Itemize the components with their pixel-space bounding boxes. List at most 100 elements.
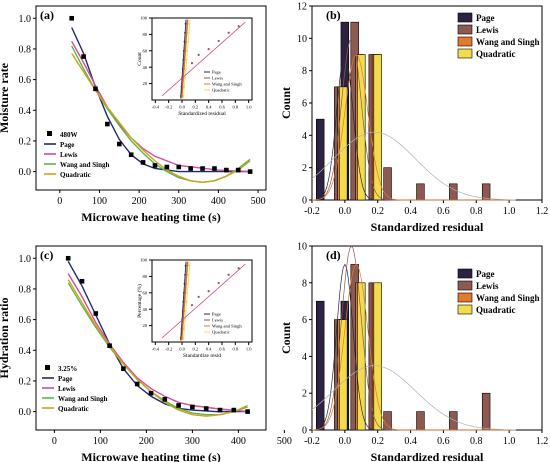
data-point [116,141,122,147]
bar [383,167,392,201]
inset-point [182,337,185,339]
inset-point [207,48,210,51]
inset-point [188,264,191,267]
x-tick-label: 1.0 [503,436,516,447]
inset-y-tick-label: 100 [140,16,148,21]
legend-label: Wang and Singh [476,293,540,303]
data-point [176,403,181,408]
inset-point [183,309,186,312]
data-point [245,409,250,414]
data-point [69,15,74,21]
x-tick-label: 0 [57,196,62,207]
panel-b: -0.2 0.0 0.2 0.4 0.6 0.8 1.0 1.2 0 2 4 6 8 10 12 (b) Sta… [279,2,548,235]
inset-point [190,304,194,307]
inset-point [197,53,200,57]
inset-y-tick-label: 60 [143,48,148,53]
legend-label: Page [60,141,74,149]
legend-label: Lewis [60,151,78,159]
inset-legend-label: Lewis [212,76,223,81]
legend-label: Wang and Singh [60,161,110,169]
x-tick-label: 200 [139,436,154,447]
inset-point [186,22,189,25]
x-tick-label: 0.2 [371,206,384,217]
x-tick-label: 0.0 [339,436,352,447]
inset-x-tick-label: 0.6 [219,105,225,110]
inset-point [185,300,188,303]
inset-point [181,337,184,339]
inset-point [184,291,187,294]
inset-point [181,95,184,97]
y-tick-label: 4 [302,352,307,363]
data-point [128,152,134,158]
y-tick-label: 0.8 [19,284,32,295]
x-tick-label: 0.4 [404,436,417,447]
normal-curve [311,263,516,431]
normal-curve [312,54,516,201]
inset-point [187,282,189,285]
data-point [217,407,223,413]
inset-point [217,281,220,285]
inset-legend-label: Quadratic [212,330,230,335]
bar [339,319,348,431]
inset-point [227,273,230,276]
bar [416,411,425,431]
data-point [140,160,146,165]
inset-background [138,256,258,360]
plot-frame [35,245,267,431]
x-tick-label: 500 [277,436,292,447]
x-tick-label: 0.2 [371,436,384,447]
bar [481,183,491,201]
inset-plot-frame [151,17,253,101]
inset-point [184,76,187,79]
y-tick-label: 0 [302,426,307,437]
data-point [176,164,182,170]
y-tick-label: 0.0 [19,407,32,418]
normal-curve [311,131,516,201]
inset-x-tick-label: -0.2 [165,105,172,110]
normal-curve [311,365,516,431]
inset-point [207,290,210,293]
inset-point [185,40,188,43]
y-axis-label: Hydration ratio [0,298,11,379]
data-point [200,166,205,171]
y-tick-label: 8 [302,66,307,77]
inset-point [237,267,240,270]
x-tick-label: 1.0 [503,206,516,217]
legend-label: Quadratic [476,305,516,315]
legend-label: Lewis [476,25,499,35]
inset-y-tick-label: 80 [143,274,148,279]
legend-swatch [457,280,473,291]
inset-point [182,327,184,330]
x-tick-label: 1.2 [536,436,549,447]
panel-d: -0.2 0.0 0.2 0.4 0.6 0.8 1.0 1.2 0 2 4 6 8 10 (d) Stand… [279,242,548,462]
inset-x-tick-label: 0.8 [233,105,239,110]
inset-x-tick-label: 0.4 [206,105,212,110]
legend-label: Wang and Singh [476,37,540,47]
inset-point [187,273,190,276]
y-tick-label: 2 [302,163,307,174]
y-tick-label: 4 [302,131,307,142]
bar [383,411,392,431]
inset-point [185,282,188,285]
inset-point [182,85,184,88]
bar [316,300,325,431]
inset-x-tick-label: 1.0 [246,105,252,110]
legend-swatch [457,304,473,315]
inset-point [186,31,188,34]
data-point [148,390,154,396]
inset-x-tick-label: -0.2 [165,347,172,352]
x-tick-label: 400 [211,196,226,207]
bar [373,54,382,201]
panel-c: 0 100 200 300 400 500 0.0 0.2 0.4 0.6 0.8 1.0 (c) Mic… [0,245,292,462]
legend-label: Lewis [58,385,76,393]
data-point [134,381,140,387]
inset-plot: -0.4 -0.2 0.0 0.2 0.4 0.6 0.8 1.0 20 40 60 80 100 Sta… [136,256,258,360]
y-tick-label: 6 [302,315,307,326]
y-tick-label: 0.8 [19,44,32,55]
inset-background [138,14,258,118]
legend-swatch [457,292,473,303]
inset-y-axis-label: Count [137,52,143,66]
data-point [93,86,98,92]
y-tick-label: 2 [302,389,307,400]
